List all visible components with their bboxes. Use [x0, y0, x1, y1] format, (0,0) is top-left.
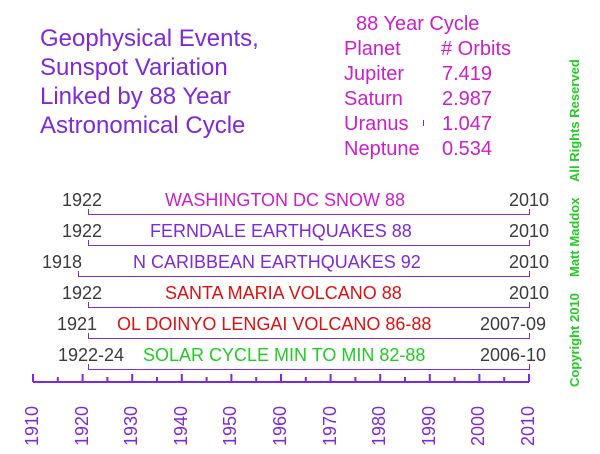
event-bar-end-cap	[529, 364, 530, 370]
year-tick-label: 1930	[121, 405, 142, 446]
event-row: 1922-24 SOLAR CYCLE MIN TO MIN 82-88 200…	[0, 345, 600, 373]
event-start: 1922-24	[58, 345, 125, 365]
event-start: 1918	[42, 252, 83, 272]
event-bar-start-cap	[87, 302, 89, 308]
year-tick-label: 1980	[369, 405, 390, 446]
planet-column-header: Planet	[344, 38, 401, 60]
planet-name: Saturn	[344, 88, 403, 110]
event-bar-start-cap	[87, 209, 89, 215]
event-start: 1922	[62, 283, 103, 303]
event-bar-end-cap	[529, 333, 530, 339]
event-end: 2010	[509, 252, 550, 272]
event-label: N CARIBBEAN EARTHQUAKES 92	[133, 252, 421, 272]
planet-name: Neptune	[344, 138, 420, 160]
planet-name: Uranus	[344, 113, 409, 135]
event-label: FERNDALE EARTHQUAKES 88	[150, 221, 412, 241]
event-end: 2010	[509, 283, 550, 303]
event-label: SANTA MARIA VOLCANO 88	[165, 283, 402, 303]
diagram-title: Geophysical Events, Sunspot Variation Li…	[40, 24, 259, 140]
event-bar-end-cap	[529, 271, 530, 277]
event-start: 1922	[62, 190, 103, 210]
planet-name: Jupiter	[344, 63, 405, 85]
orbit-count: 1.047	[442, 113, 493, 135]
event-end: 2010	[509, 221, 550, 241]
event-row: 1921 OL DOINYO LENGAI VOLCANO 86-88 2007…	[0, 314, 600, 342]
event-row: 1922 SANTA MARIA VOLCANO 88 2010	[0, 283, 600, 311]
title-line-3: Linked by 88 Year	[40, 83, 231, 110]
title-line-2: Sunspot Variation	[40, 54, 228, 81]
year-tick-label: 1920	[71, 405, 92, 446]
event-bar-start-cap	[87, 240, 89, 246]
event-start: 1921	[57, 314, 98, 334]
uranus-mark	[423, 120, 424, 126]
year-tick-label: 2000	[468, 405, 489, 446]
event-row: 1918 N CARIBBEAN EARTHQUAKES 92 2010	[0, 252, 600, 280]
event-row: 1922 WASHINGTON DC SNOW 88 2010	[0, 190, 600, 218]
title-line-4: Astronomical Cycle	[40, 112, 246, 139]
year-tick-label: 2010	[518, 405, 538, 446]
event-label: OL DOINYO LENGAI VOLCANO 86-88	[117, 314, 432, 334]
event-bar	[87, 214, 529, 215]
event-start: 1922	[62, 221, 103, 241]
event-bar	[87, 307, 529, 308]
event-bar-end-cap	[529, 240, 530, 246]
event-end: 2006-10	[480, 345, 547, 365]
event-bar	[87, 245, 529, 246]
year-tick-label: 1970	[319, 405, 340, 446]
event-bar-end-cap	[529, 302, 530, 308]
orbit-count: 7.419	[442, 63, 493, 85]
title-line-1: Geophysical Events,	[40, 25, 259, 52]
event-label: SOLAR CYCLE MIN TO MIN 82-88	[143, 345, 426, 365]
event-bar-start-cap	[77, 271, 79, 277]
event-label: WASHINGTON DC SNOW 88	[165, 190, 406, 210]
orbits-column-header: # Orbits	[441, 38, 512, 60]
year-tick-label: 1910	[22, 405, 42, 446]
year-tick-label: 1990	[418, 405, 439, 446]
year-tick-label: 1960	[270, 405, 290, 446]
event-bar-end-cap	[529, 209, 530, 215]
cycle-heading: 88 Year Cycle	[356, 13, 480, 35]
year-tick-label: 1940	[170, 405, 191, 446]
orbit-count: 0.534	[442, 138, 493, 160]
event-end: 2007-09	[480, 314, 547, 334]
event-bar-start-cap	[87, 333, 89, 339]
event-bar-start-cap	[87, 364, 89, 370]
orbit-count: 2.987	[442, 88, 493, 110]
year-tick-label: 1950	[220, 405, 241, 446]
event-row: 1922 FERNDALE EARTHQUAKES 88 2010	[0, 221, 600, 249]
event-bar	[87, 338, 529, 339]
event-end: 2010	[509, 190, 550, 210]
event-bar	[77, 276, 529, 277]
event-bar	[87, 369, 529, 370]
